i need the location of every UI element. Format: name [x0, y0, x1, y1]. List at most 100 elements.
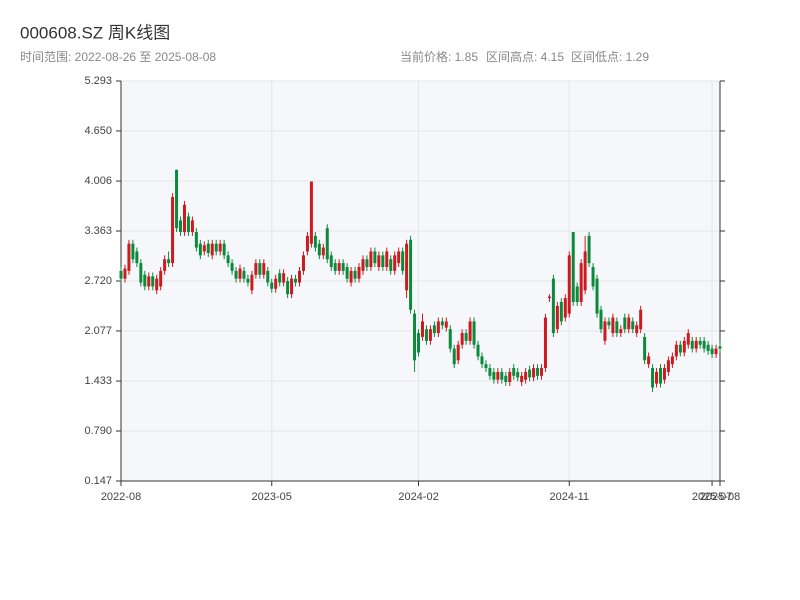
candle-body: [190, 220, 194, 233]
candle-body: [528, 369, 532, 378]
candle-body: [456, 344, 460, 361]
candle-body: [607, 321, 611, 326]
candle-body: [595, 278, 599, 314]
candle-body: [349, 270, 353, 283]
candle-body: [127, 243, 131, 271]
x-tick-label: 2024-02: [398, 491, 438, 503]
candle-body: [460, 333, 464, 345]
candle-body: [210, 243, 214, 256]
x-tick-label: 2023-05: [252, 491, 292, 503]
candle-body: [619, 329, 623, 334]
candle-body: [254, 263, 258, 275]
candle-body: [567, 255, 571, 314]
candle-body: [655, 371, 659, 384]
candle-body: [417, 333, 421, 353]
candle-body: [274, 278, 278, 289]
candle-body: [298, 270, 302, 283]
candle-body: [674, 344, 678, 357]
candle-body: [278, 273, 282, 283]
candle-body: [599, 309, 603, 330]
candle-body: [484, 364, 488, 369]
candle-body: [488, 368, 492, 376]
candle-body: [555, 305, 559, 330]
candle-body: [329, 255, 333, 268]
candle-body: [401, 251, 405, 271]
candle-body: [337, 263, 341, 271]
candle-body: [353, 270, 357, 279]
candle-body: [286, 281, 290, 295]
candle-body: [615, 321, 619, 334]
candle-body: [290, 278, 294, 295]
x-tick-label: 2025-08: [700, 491, 740, 503]
candle-body: [282, 273, 286, 283]
candle-body: [313, 235, 317, 248]
x-tick-label: 2024-11: [549, 491, 589, 503]
candle-body: [682, 340, 686, 353]
candle-body: [496, 371, 500, 380]
candle-body: [242, 270, 246, 279]
y-tick-label: 0.147: [84, 475, 112, 487]
candle-body: [309, 181, 313, 244]
candle-body: [480, 356, 484, 365]
candle-body: [587, 235, 591, 264]
candle-body: [500, 371, 504, 380]
candle-body: [175, 169, 179, 229]
candle-body: [694, 340, 698, 349]
candle-body: [389, 259, 393, 271]
y-tick-label: 3.363: [84, 225, 112, 237]
candle-body: [266, 270, 270, 283]
candle-body: [218, 243, 222, 252]
candle-body: [159, 270, 163, 287]
y-tick-label: 0.790: [84, 425, 112, 437]
candle-body: [321, 247, 325, 256]
candle-body: [662, 368, 666, 380]
candle-body: [603, 321, 607, 341]
candle-body: [575, 286, 579, 302]
candle-body: [698, 340, 702, 345]
candle-body: [508, 371, 512, 383]
candle-body: [639, 309, 643, 330]
candle-body: [194, 232, 198, 248]
candle-body: [341, 263, 345, 271]
candle-body: [123, 268, 127, 279]
candle-body: [444, 321, 448, 328]
candle-body: [143, 274, 147, 287]
candle-body: [476, 344, 480, 357]
candle-body: [543, 317, 547, 369]
candle-body: [333, 263, 337, 271]
candle-body: [464, 333, 468, 341]
candle-body: [246, 278, 250, 283]
candle-body: [119, 270, 123, 279]
candle-body: [718, 346, 722, 349]
candle-body: [151, 276, 155, 287]
candle-body: [155, 278, 159, 291]
candle-body: [171, 197, 175, 264]
candle-body: [627, 317, 631, 330]
candle-body: [631, 321, 635, 330]
candle-body: [532, 368, 536, 378]
candle-body: [551, 278, 555, 334]
candle-body: [492, 371, 496, 380]
candle-body: [182, 204, 186, 233]
candle-body: [381, 255, 385, 268]
candle-body: [234, 270, 238, 279]
candle-body: [147, 276, 151, 287]
y-tick-label: 2.077: [84, 325, 112, 337]
candle-body: [666, 360, 670, 372]
candle-body: [623, 317, 627, 330]
candle-body: [635, 325, 639, 334]
candle-body: [706, 344, 710, 351]
candle-body: [238, 268, 242, 279]
candle-body: [373, 251, 377, 264]
candle-body: [179, 220, 183, 233]
chart-title: 000608.SZ 周K线图: [20, 23, 170, 42]
candle-body: [135, 251, 139, 264]
candle-body: [357, 267, 361, 279]
candle-body: [413, 313, 417, 361]
candle-body: [222, 243, 226, 256]
candle-body: [424, 329, 428, 341]
candle-body: [428, 329, 432, 341]
candle-body: [647, 356, 651, 365]
info-low: 区间低点: 1.29: [571, 50, 649, 64]
